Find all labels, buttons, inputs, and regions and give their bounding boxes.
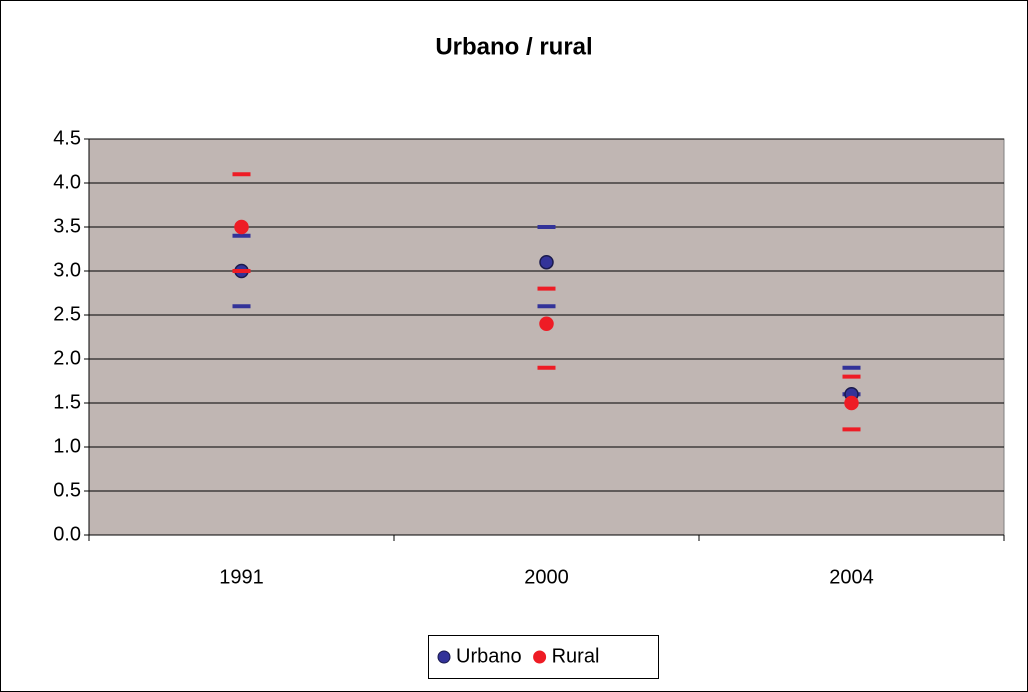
y-tick-label: 3.0 bbox=[53, 259, 81, 281]
plot-background bbox=[88, 138, 1005, 536]
data-point bbox=[539, 254, 554, 270]
y-tick-label: 3.5 bbox=[53, 215, 81, 237]
x-tick-label: 2004 bbox=[829, 566, 874, 588]
legend-marker bbox=[533, 650, 547, 664]
x-tick-label: 2000 bbox=[524, 566, 569, 588]
legend-marker bbox=[437, 650, 451, 664]
y-tick-label: 2.5 bbox=[53, 303, 81, 325]
legend-label: Rural bbox=[552, 645, 600, 667]
y-tick-label: 0.0 bbox=[53, 523, 81, 545]
y-tick-label: 4.5 bbox=[53, 127, 81, 149]
legend-label: Urbano bbox=[456, 645, 522, 667]
y-tick-label: 1.0 bbox=[53, 435, 81, 457]
data-point bbox=[844, 395, 859, 411]
y-tick-label: 0.5 bbox=[53, 479, 81, 501]
y-tick-label: 1.5 bbox=[53, 391, 81, 413]
y-tick-label: 2.0 bbox=[53, 347, 81, 369]
data-point bbox=[234, 219, 249, 235]
data-point bbox=[539, 316, 554, 332]
x-tick-label: 1991 bbox=[219, 566, 264, 588]
chart-title: Urbano / rural bbox=[435, 33, 592, 60]
y-tick-label: 4.0 bbox=[53, 171, 81, 193]
